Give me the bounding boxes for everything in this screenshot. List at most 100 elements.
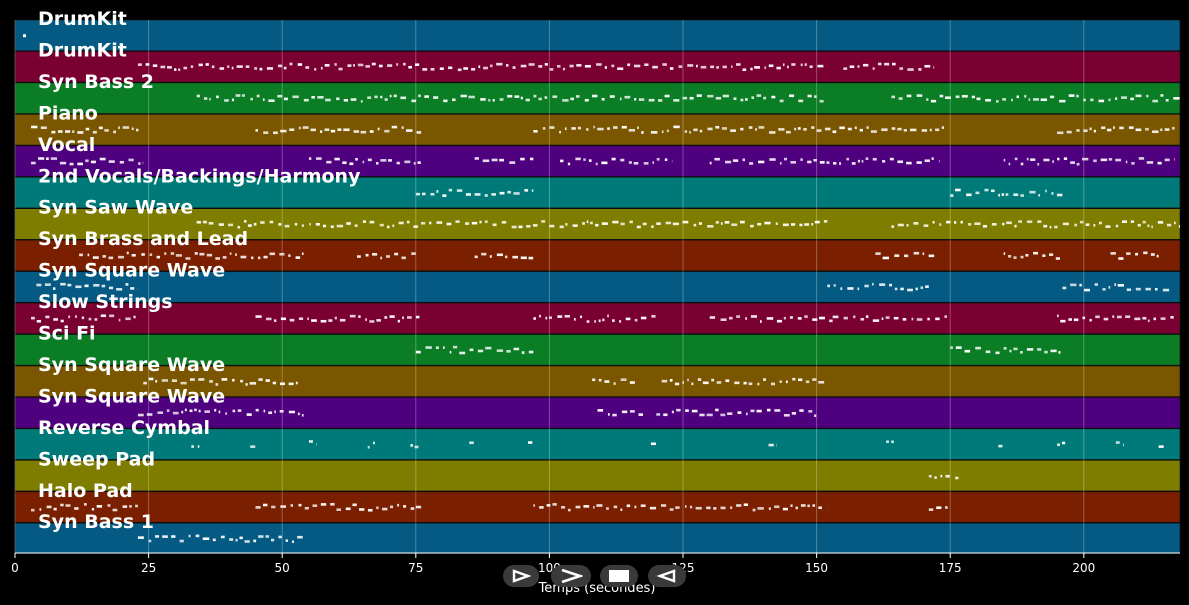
note <box>389 94 392 98</box>
note-segment <box>255 316 421 322</box>
note <box>698 222 702 225</box>
note <box>893 316 899 320</box>
note <box>612 220 619 224</box>
note <box>1057 131 1064 135</box>
note <box>77 131 84 134</box>
note <box>85 127 90 131</box>
note <box>289 318 295 322</box>
note <box>1013 347 1018 351</box>
note <box>1145 127 1149 131</box>
track-lane[interactable] <box>14 19 1181 51</box>
play-button[interactable] <box>551 565 591 587</box>
note <box>548 316 552 320</box>
note <box>710 65 715 69</box>
note <box>575 95 580 98</box>
note <box>411 252 416 255</box>
track-lane[interactable] <box>14 145 1181 177</box>
note <box>378 64 383 68</box>
note <box>125 317 131 321</box>
note <box>410 444 413 447</box>
track-lane[interactable] <box>14 365 1181 397</box>
track-notes <box>196 94 1180 103</box>
track-lane[interactable] <box>14 334 1181 366</box>
note <box>785 130 791 134</box>
note <box>724 221 730 224</box>
note <box>45 315 50 319</box>
note <box>656 158 660 161</box>
rewind-button[interactable] <box>503 565 539 587</box>
note <box>1084 288 1090 292</box>
note <box>768 64 774 68</box>
note <box>715 125 720 129</box>
track-lane[interactable] <box>14 176 1181 209</box>
note <box>542 127 546 130</box>
note <box>757 507 764 510</box>
note <box>334 63 337 66</box>
note <box>928 474 932 478</box>
note <box>1119 126 1124 130</box>
note <box>1089 318 1092 322</box>
note <box>782 223 789 227</box>
forward-button[interactable] <box>648 565 686 587</box>
note <box>365 65 370 68</box>
note <box>673 125 680 129</box>
note <box>108 160 115 163</box>
note <box>629 410 635 413</box>
note <box>803 128 807 131</box>
note <box>709 161 712 165</box>
note <box>152 64 158 67</box>
note <box>955 188 961 192</box>
note <box>380 256 383 260</box>
note <box>776 66 781 70</box>
note <box>673 99 680 102</box>
track-lane[interactable] <box>14 82 1181 114</box>
note <box>334 157 340 161</box>
note <box>650 442 656 446</box>
track-lane[interactable] <box>14 491 1181 523</box>
note <box>330 502 335 506</box>
note <box>148 539 152 543</box>
note <box>975 191 980 195</box>
note <box>1070 161 1075 164</box>
note <box>733 97 737 100</box>
note <box>682 96 688 100</box>
note <box>751 96 755 99</box>
note <box>396 161 400 165</box>
note <box>79 253 83 257</box>
note <box>819 316 825 320</box>
note <box>769 158 776 161</box>
note <box>900 287 904 291</box>
note <box>766 317 774 320</box>
note <box>789 94 795 98</box>
note <box>506 64 509 67</box>
stop-button[interactable] <box>600 565 638 587</box>
note <box>870 130 877 133</box>
note <box>665 221 672 225</box>
note <box>284 224 290 228</box>
note <box>706 506 711 510</box>
note <box>499 158 505 162</box>
track-lane[interactable] <box>14 302 1181 334</box>
note <box>254 67 258 70</box>
note <box>626 504 631 508</box>
note <box>436 190 439 193</box>
note <box>241 94 245 97</box>
note <box>131 127 134 131</box>
track-lane[interactable] <box>14 428 1181 460</box>
track-lane[interactable] <box>14 271 1181 303</box>
note <box>872 157 877 161</box>
note <box>628 161 632 164</box>
note <box>794 127 797 131</box>
note <box>594 320 596 323</box>
track-lane[interactable] <box>14 459 1181 492</box>
note <box>918 68 922 71</box>
note <box>499 191 505 195</box>
note <box>891 127 896 130</box>
note <box>292 95 299 99</box>
note <box>846 157 850 161</box>
note <box>401 126 404 129</box>
note <box>143 381 147 385</box>
track-lane[interactable] <box>14 51 1181 83</box>
note <box>671 410 674 414</box>
